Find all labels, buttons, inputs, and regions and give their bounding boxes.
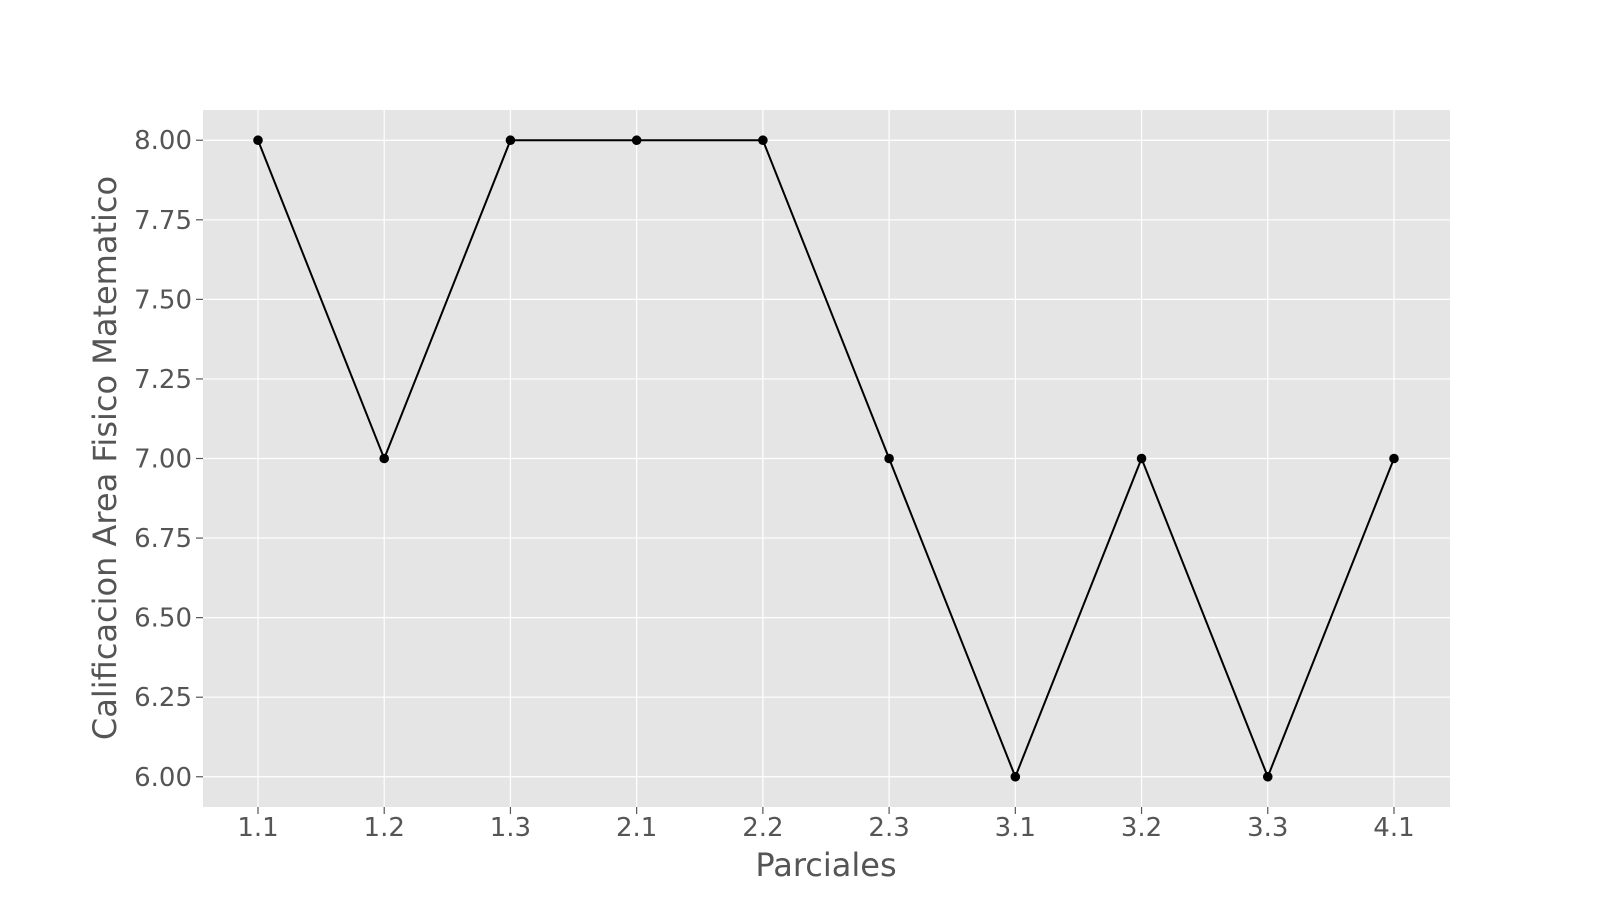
data-point — [379, 453, 390, 464]
y-tick-label: 7.75 — [134, 206, 192, 236]
y-tick-label: 7.00 — [134, 445, 192, 475]
x-tick-label: 1.3 — [490, 813, 531, 843]
data-point — [253, 135, 263, 146]
series-group — [253, 135, 1399, 782]
x-tick-label: 1.2 — [364, 813, 405, 843]
x-tick-label: 2.1 — [616, 813, 657, 843]
series-line — [257, 139, 1395, 778]
y-tick-label: 7.50 — [134, 285, 192, 315]
y-tick-label: 6.75 — [134, 524, 192, 554]
data-point — [505, 135, 516, 146]
y-tick-label: 6.00 — [134, 763, 192, 793]
data-point — [758, 135, 768, 146]
data-point — [884, 453, 894, 464]
data-point — [1262, 771, 1273, 782]
x-tick-label: 3.1 — [995, 813, 1036, 843]
data-point — [1010, 771, 1021, 782]
y-gridlines — [203, 139, 1450, 778]
x-axis-label: Parciales — [755, 846, 896, 884]
y-axis-label: Calificacion Area Fisico Matematico — [86, 176, 124, 740]
x-axis-ticks: 1.1 1.2 1.3 2.1 2.2 2.3 3.1 3.2 3.3 4.1 — [237, 807, 1415, 843]
y-axis-ticks: 6.00 6.25 6.50 6.75 7.00 7.25 7.50 7.75 8.00 — [134, 126, 203, 793]
data-point — [631, 135, 642, 146]
x-tick-label: 3.2 — [1121, 813, 1162, 843]
x-tick-label: 4.1 — [1373, 813, 1414, 843]
data-point — [1389, 453, 1399, 464]
data-point — [1136, 453, 1147, 464]
x-tick-label: 3.3 — [1247, 813, 1288, 843]
x-tick-label: 2.3 — [868, 813, 909, 843]
x-tick-label: 1.1 — [237, 813, 278, 843]
y-tick-label: 6.50 — [134, 604, 192, 634]
y-tick-label: 8.00 — [134, 126, 192, 156]
x-tick-label: 2.2 — [742, 813, 783, 843]
y-tick-label: 7.25 — [134, 365, 192, 395]
y-tick-label: 6.25 — [134, 683, 192, 713]
